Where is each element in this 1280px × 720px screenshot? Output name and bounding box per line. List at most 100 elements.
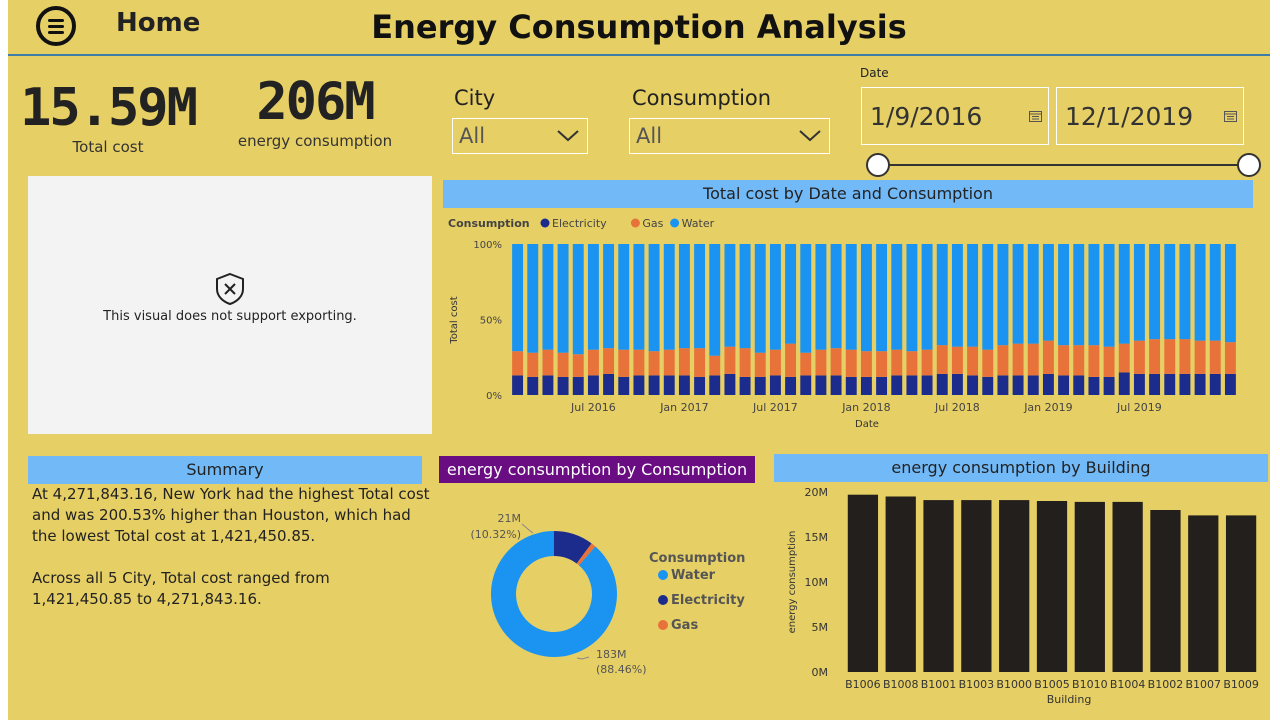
stacked-bar-segment-water — [1027, 244, 1039, 344]
chevron-down-icon — [799, 130, 821, 142]
donut-leader-line-electricity — [521, 523, 534, 534]
stacked-bar-segment-gas — [997, 345, 1009, 376]
stacked-bar-segment-gas — [1164, 339, 1176, 374]
stacked-bar-segment-electricity — [891, 375, 903, 395]
stacked-bar-segment-electricity — [845, 376, 857, 395]
building-bar-b1004 — [1112, 501, 1143, 672]
stacked-bar-segment-gas — [648, 351, 660, 376]
building-x-tick-label: B1001 — [921, 678, 957, 691]
stacked-bar-segment-water — [739, 244, 751, 349]
stacked-bar-segment-electricity — [1103, 376, 1115, 395]
legend-label-electricity: Electricity — [552, 217, 607, 230]
kpi-energy-label: energy consumption — [237, 132, 393, 150]
summary-paragraph-1: At 4,271,843.16, New York had the highes… — [32, 485, 430, 545]
stacked-bar-segment-electricity — [1118, 372, 1130, 395]
stacked-bar-segment-electricity — [921, 375, 933, 395]
stacked-x-axis-label: Date — [855, 419, 879, 430]
stacked-bar-segment-gas — [557, 352, 569, 377]
donut-data-label-electricity-value: 21M — [498, 512, 522, 525]
stacked-bar-segment-gas — [845, 349, 857, 377]
stacked-bar-segment-electricity — [572, 376, 584, 395]
stacked-bar-segment-water — [603, 244, 615, 349]
consumption-dropdown[interactable]: All — [629, 118, 830, 154]
stacked-bar-segment-electricity — [1224, 373, 1236, 395]
end-date-input[interactable]: 12/1/2019 — [1056, 87, 1244, 145]
stacked-bar-segment-water — [1149, 244, 1161, 340]
stacked-bar-segment-electricity — [1088, 376, 1100, 395]
stacked-bar-segment-water — [876, 244, 888, 352]
hamburger-menu-icon[interactable] — [36, 6, 76, 46]
stacked-bar-segment-electricity — [754, 376, 766, 395]
building-bar-b1006 — [847, 494, 879, 672]
stacked-bar-segment-electricity — [739, 376, 751, 395]
building-x-tick-label: B1000 — [996, 678, 1032, 691]
stacked-chart-title: Total cost by Date and Consumption — [443, 180, 1253, 208]
consumption-dropdown-value: All — [636, 124, 663, 148]
building-chart-title: energy consumption by Building — [774, 454, 1268, 482]
stacked-bar-segment-gas — [1224, 342, 1236, 374]
calendar-icon[interactable] — [1029, 110, 1042, 122]
stacked-bar-segment-gas — [800, 352, 812, 376]
building-x-tick-label: B1005 — [1034, 678, 1070, 691]
building-x-tick-label: B1010 — [1072, 678, 1108, 691]
stacked-bar-segment-water — [754, 244, 766, 353]
stacked-bar-segment-water — [694, 244, 706, 349]
stacked-bar-segment-gas — [527, 352, 539, 377]
donut-legend-title: Consumption — [649, 551, 745, 566]
stacked-bar-segment-electricity — [800, 375, 812, 395]
start-date-input[interactable]: 1/9/2016 — [861, 87, 1049, 145]
city-dropdown[interactable]: All — [452, 118, 588, 154]
donut-slice-water — [491, 531, 617, 657]
stacked-bar-segment-electricity — [1073, 375, 1085, 395]
stacked-bar-segment-water — [1179, 244, 1191, 340]
stacked-bar-segment-water — [633, 244, 645, 350]
donut-legend-label-gas: Gas — [671, 618, 698, 633]
stacked-bar-segment-gas — [587, 349, 599, 376]
stacked-bar-segment-gas — [1088, 345, 1100, 377]
stacked-bar-segment-gas — [921, 349, 933, 376]
stacked-bar-segment-gas — [1149, 339, 1161, 374]
building-x-tick-label: B1009 — [1223, 678, 1259, 691]
stacked-x-tick-label: Jan 2017 — [659, 401, 708, 414]
stacked-bar-segment-electricity — [785, 376, 797, 395]
building-x-tick-label: B1006 — [845, 678, 881, 691]
stacked-bar-segment-water — [1073, 244, 1085, 346]
kpi-total-cost-label: Total cost — [72, 138, 144, 156]
stacked-bar-segment-gas — [754, 352, 766, 377]
stacked-bar-segment-electricity — [694, 376, 706, 395]
stacked-bar-segment-electricity — [603, 373, 615, 395]
stacked-bar-segment-gas — [860, 351, 872, 377]
home-link[interactable]: Home — [116, 8, 201, 38]
stacked-bar-segment-water — [512, 244, 524, 352]
stacked-bar-segment-electricity — [1133, 373, 1145, 395]
date-range-end-handle[interactable] — [1237, 153, 1261, 177]
date-range-start-handle[interactable] — [866, 153, 890, 177]
stacked-bar-segment-electricity — [982, 376, 994, 395]
stacked-bar-segment-gas — [785, 343, 797, 377]
stacked-bar-segment-water — [1103, 244, 1115, 347]
stacked-bar-segment-water — [709, 244, 721, 356]
stacked-bar-segment-water — [648, 244, 660, 352]
stacked-bar-segment-electricity — [1209, 373, 1221, 395]
summary-paragraph-2: Across all 5 City, Total cost ranged fro… — [32, 569, 330, 608]
end-date-value: 12/1/2019 — [1065, 102, 1194, 131]
building-y-tick-label: 15M — [805, 531, 829, 544]
kpi-total-cost: 15.59M Total cost — [18, 78, 198, 156]
stacked-bar-segment-gas — [709, 355, 721, 376]
building-bar-b1005 — [1036, 501, 1068, 672]
stacked-bar-segment-electricity — [876, 376, 888, 395]
stacked-bar-segment-electricity — [906, 375, 918, 395]
donut-slice-gas — [576, 543, 596, 566]
stacked-bar-segment-water — [618, 244, 630, 350]
city-slicer-label: City — [454, 86, 496, 110]
stacked-bar-segment-electricity — [542, 375, 554, 395]
building-x-tick-label: B1003 — [959, 678, 995, 691]
building-bar-b1001 — [923, 500, 954, 672]
date-range-slider-track[interactable] — [878, 164, 1249, 166]
calendar-icon[interactable] — [1224, 110, 1237, 122]
consumption-slicer-label: Consumption — [632, 86, 772, 110]
building-y-axis-label: energy consumption — [787, 531, 798, 634]
building-bar-b1009 — [1225, 515, 1257, 672]
building-x-tick-label: B1007 — [1185, 678, 1221, 691]
